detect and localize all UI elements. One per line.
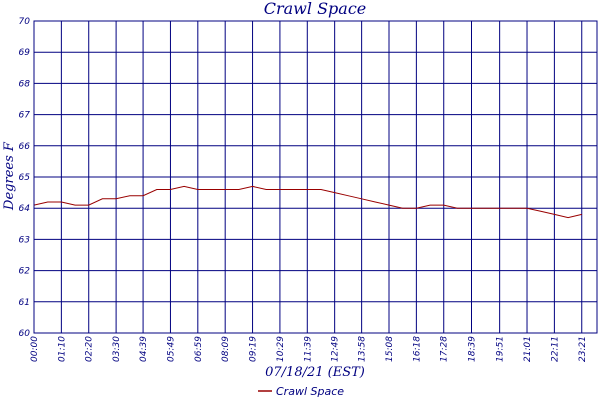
x-tick-0549: 05:49 (166, 336, 176, 362)
x-tick-0330: 03:30 (112, 336, 122, 362)
x-tick-0659: 06:59 (194, 336, 204, 362)
x-tick-0809: 08:09 (221, 336, 231, 362)
x-tick-2321: 23:21 (578, 336, 588, 362)
x-tick-1508: 15:08 (385, 336, 395, 362)
x-tick-0220: 02:20 (85, 336, 95, 362)
grid-lines (33, 20, 597, 334)
x-tick-0919: 09:19 (249, 336, 259, 362)
y-tick-66: 66 (19, 142, 31, 152)
y-tick-62: 62 (19, 267, 31, 277)
y-axis-label: Degrees F (2, 141, 17, 211)
x-tick-1249: 12:49 (331, 336, 341, 362)
x-tick-1618: 16:18 (412, 336, 422, 362)
x-tick-2211: 22:11 (550, 336, 560, 362)
x-tick-1029: 10:29 (276, 336, 286, 362)
plot-frame (33, 20, 598, 334)
x-tick-0000: 00:00 (30, 336, 40, 362)
y-tick-63: 63 (19, 235, 31, 245)
x-axis-label: 07/18/21 (EST) (265, 365, 365, 380)
x-tick-0110: 01:10 (57, 336, 67, 362)
chart-title: Crawl Space (264, 0, 367, 18)
x-tick-1358: 13:58 (358, 336, 368, 362)
x-tick-1951: 19:51 (496, 336, 506, 362)
x-tick-1139: 11:39 (303, 336, 313, 362)
y-tick-70: 70 (19, 17, 31, 27)
y-tick-64: 64 (19, 204, 31, 214)
y-tick-69: 69 (19, 48, 31, 58)
y-tick-68: 68 (19, 79, 31, 89)
y-tick-labels: 60 61 62 63 64 65 66 67 68 69 70 (19, 17, 31, 339)
legend: Crawl Space (258, 385, 344, 398)
y-tick-65: 65 (19, 173, 31, 183)
x-tick-1728: 17:28 (440, 336, 450, 362)
series-line-crawl-space (33, 185, 582, 219)
legend-label: Crawl Space (276, 385, 344, 398)
x-tick-labels: 00:00 01:10 02:20 03:30 04:39 05:49 06:59 08:09… (30, 336, 588, 362)
x-tick-2101: 21:01 (523, 336, 533, 362)
y-tick-60: 60 (19, 329, 31, 339)
x-tick-0439: 04:39 (139, 336, 149, 362)
y-tick-61: 61 (19, 298, 30, 308)
x-tick-1839: 18:39 (467, 336, 477, 362)
y-tick-67: 67 (19, 111, 31, 121)
